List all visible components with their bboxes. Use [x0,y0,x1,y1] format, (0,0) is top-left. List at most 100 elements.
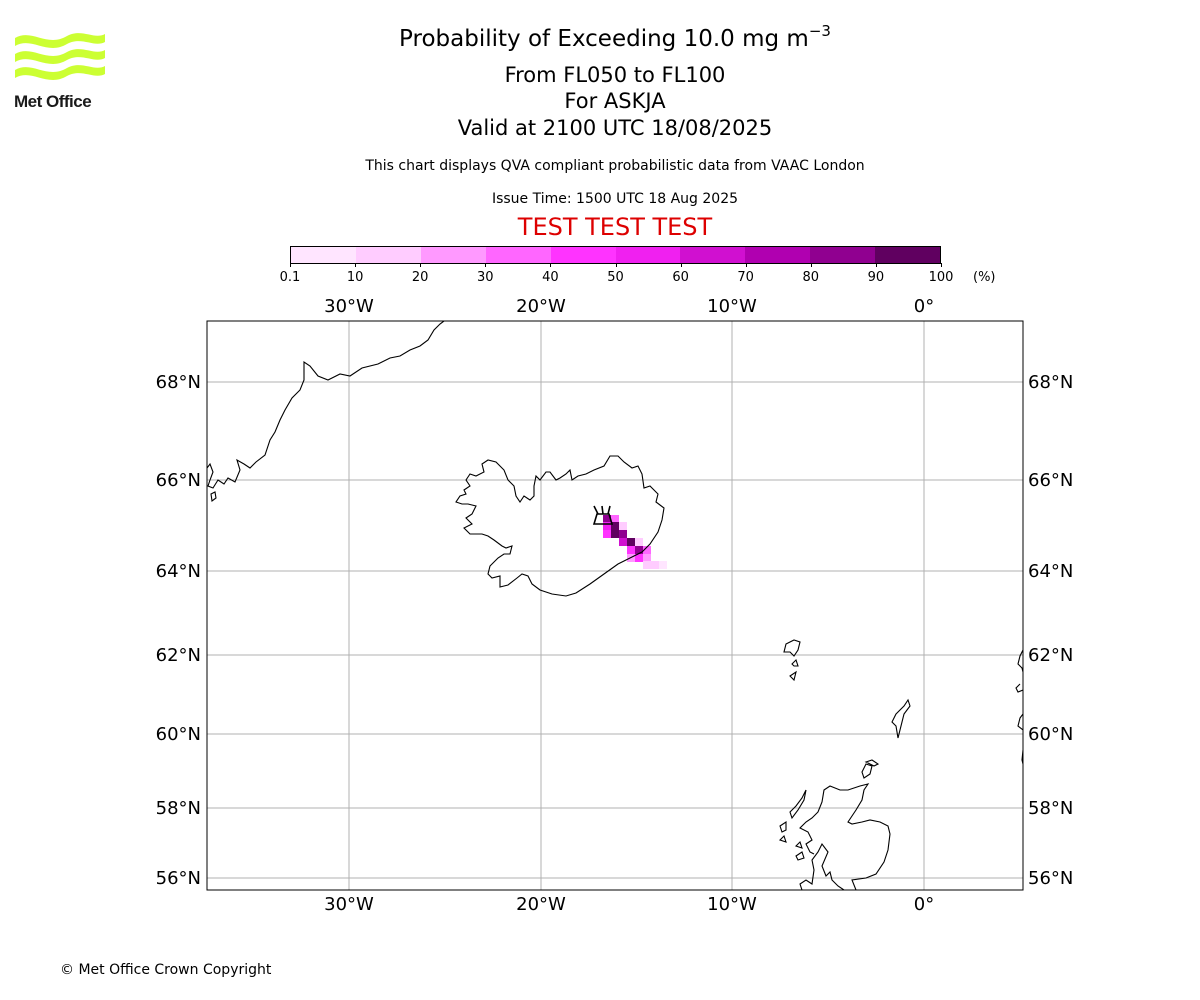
probability-cell [619,530,627,538]
colorbar-tick [680,263,682,267]
colorbar-tick [485,263,487,267]
axis-tick-label: 10°W [707,894,757,915]
colorbar-segment [550,247,616,263]
colorbar-segment [355,247,421,263]
shetland-islands [891,698,911,739]
axis-tick-label: 68°N [156,372,201,393]
axis-tick-label: 66°N [1028,470,1073,491]
met-office-logo-text: Met Office [14,92,92,111]
scotland-coastline [799,783,891,890]
coastlines [207,321,1023,890]
colorbar-tick-label: 90 [867,270,885,285]
probability-cell [603,530,611,538]
orkney-islands [861,759,880,779]
lon-labels-top: 30°W 20°W 10°W 0° [324,296,934,317]
axis-tick-label: 60°N [1028,724,1073,745]
probability-cell [651,561,659,569]
probability-cell [643,561,651,569]
colorbar-segment [745,247,811,263]
probability-cell [643,546,651,554]
axis-tick-label: 68°N [1028,372,1073,393]
colorbar-tick-label: 50 [607,270,624,285]
axis-tick-label: 60°N [156,724,201,745]
colorbar-tick-label: 0.1 [279,270,301,285]
colorbar-segment [291,247,356,263]
axis-tick-label: 20°W [516,296,566,317]
colorbar-tick [550,263,552,267]
met-office-logo-icon [15,33,105,80]
colorbar-tick-label: 60 [672,270,689,285]
axis-tick-label: 58°N [1028,798,1073,819]
probability-cell [635,538,643,546]
colorbar-tick-label: 100 [928,270,954,285]
colorbar-segment [420,247,486,263]
volcano-icon [592,505,614,525]
colorbar-tick-label: 80 [802,270,820,285]
probability-cell [635,554,643,562]
axis-tick-label: 62°N [156,645,201,666]
chart-title: Probability of Exceeding 10.0 mg m−3 [399,22,831,53]
faroe-islands [783,639,801,682]
probability-cell [659,561,667,569]
colorbar-segment [810,247,876,263]
axis-tick-label: 56°N [1028,868,1073,889]
colorbar-tick [810,263,812,267]
colorbar-segment [875,247,941,263]
graticule [207,321,1023,890]
colorbar-tick [745,263,747,267]
axis-tick-label: 0° [914,296,934,317]
colorbar-tick-label: 20 [411,270,429,285]
colorbar-tick [355,263,357,267]
valid-time: Valid at 2100 UTC 18/08/2025 [457,116,773,140]
colorbar-tick [941,263,942,267]
probability-cell [611,515,619,523]
lat-labels-left: 68°N 66°N 64°N 62°N 60°N 58°N 56°N [156,372,201,889]
probability-cell [603,522,611,530]
colorbar-segment [615,247,681,263]
probability-cell [627,538,635,546]
issue-time: Issue Time: 1500 UTC 18 Aug 2025 [491,191,739,207]
greenland-coastline [207,321,445,489]
lon-labels-bottom: 30°W 20°W 10°W 0° [324,894,934,915]
greenland-islet [210,491,217,502]
axis-tick-label: 64°N [156,561,201,582]
colorbar [290,246,941,264]
axis-tick-label: 58°N [156,798,201,819]
copyright-text: © Met Office Crown Copyright [60,962,272,978]
probability-cell [611,530,619,538]
axis-tick-label: 0° [914,894,934,915]
colorbar-tick [875,263,877,267]
colorbar-tick [615,263,617,267]
probability-cell [627,546,635,554]
lat-labels-right: 68°N 66°N 64°N 62°N 60°N 58°N 56°N [1028,372,1073,889]
probability-cell [635,546,643,554]
probability-field [603,515,667,569]
colorbar-tick [420,263,422,267]
axis-tick-label: 30°W [324,296,374,317]
colorbar-unit: (%) [973,270,996,285]
test-banner: TEST TEST TEST [517,213,713,241]
axis-tick-label: 64°N [1028,561,1073,582]
norway-coastline [1015,649,1023,767]
hebrides [778,789,807,861]
probability-cell [603,515,611,523]
colorbar-segment [485,247,551,263]
chart-info-text: This chart displays QVA compliant probab… [365,158,865,174]
axis-tick-label: 30°W [324,894,374,915]
colorbar-tick-label: 70 [737,270,754,285]
volcano-name: For ASKJA [564,89,666,113]
axis-tick-label: 20°W [516,894,566,915]
probability-cell [619,522,627,530]
axis-tick-label: 66°N [156,470,201,491]
iceland-coastline [455,455,665,597]
probability-cell [643,554,651,562]
flight-level-range: From FL050 to FL100 [504,63,726,87]
probability-cell [619,538,627,546]
axis-tick-label: 62°N [1028,645,1073,666]
map-frame [206,320,1024,891]
probability-cell [611,522,619,530]
colorbar-tick-label: 40 [542,270,559,285]
colorbar-tick-label: 30 [477,270,494,285]
colorbar-tick [290,263,291,267]
